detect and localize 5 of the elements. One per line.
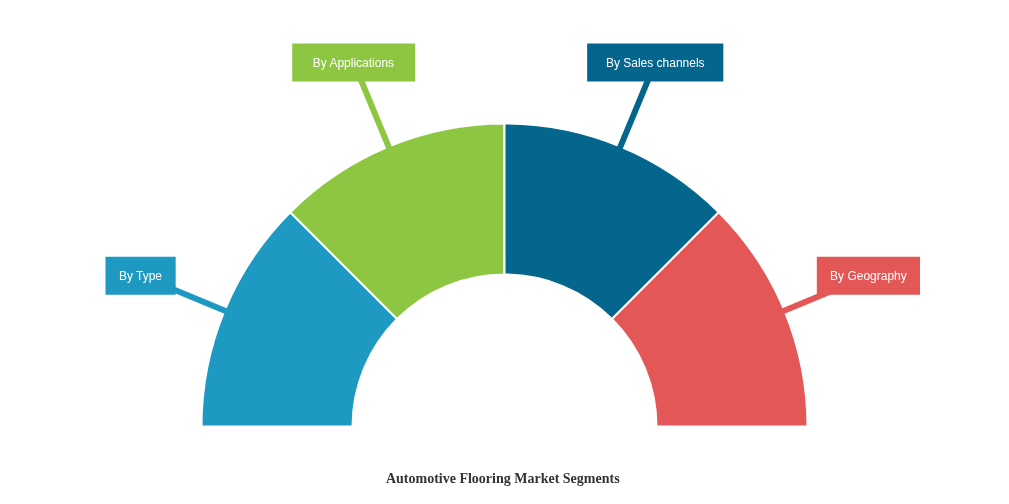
slice-label: By Sales channels bbox=[605, 55, 705, 70]
text: Automotive Flooring Market Segments bbox=[385, 471, 621, 486]
slice-label: By Type bbox=[118, 268, 163, 283]
slice-label: By Geography bbox=[830, 268, 907, 283]
slice-label: By Applications bbox=[312, 55, 395, 70]
